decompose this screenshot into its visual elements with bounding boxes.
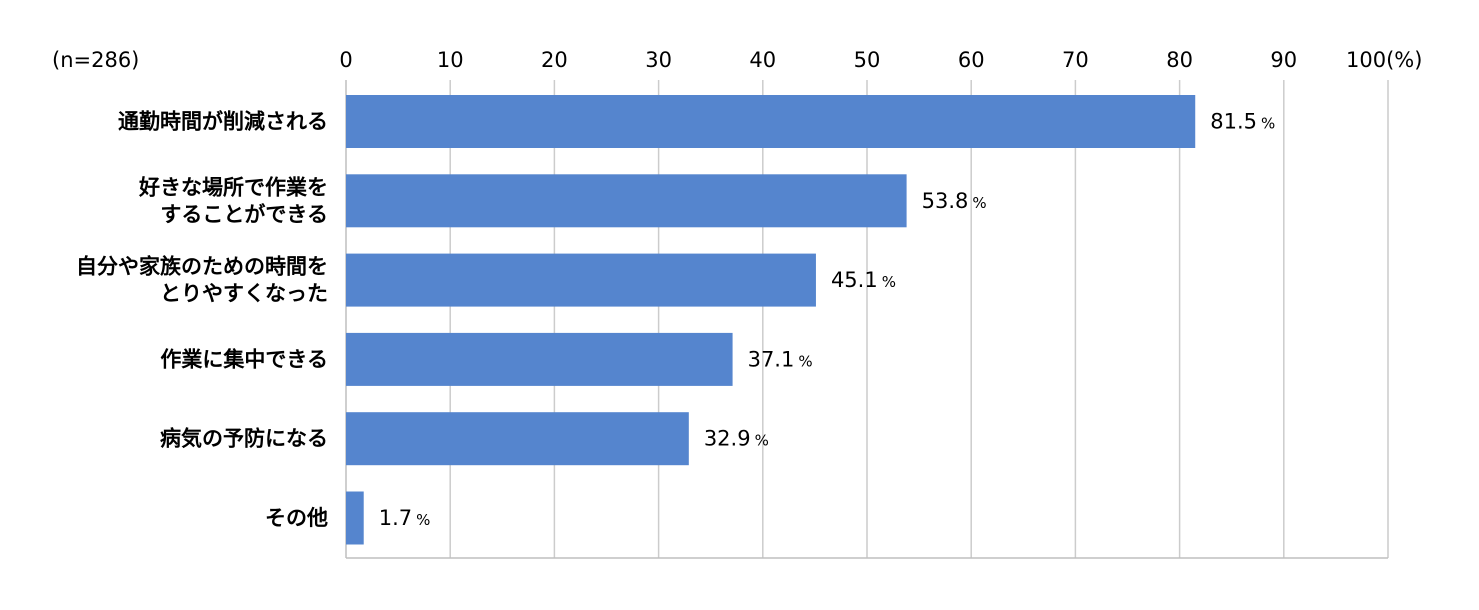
value-unit: %	[755, 432, 769, 450]
x-tick-label: 30	[645, 48, 672, 72]
bar	[346, 412, 689, 466]
value-unit: %	[798, 352, 812, 370]
category-label: 作業に集中できる	[160, 347, 328, 371]
x-tick-label: 0	[339, 48, 352, 72]
x-tick-label: 60	[958, 48, 985, 72]
bars	[346, 95, 1196, 545]
value-unit: %	[1261, 115, 1275, 133]
x-tick-label: 50	[854, 48, 881, 72]
x-axis-ticks: 0 10 20 30 40 50 60 70 80 90 100(%)	[339, 48, 1422, 72]
category-label: とりやすくなった	[160, 282, 328, 306]
x-tick-label: 80	[1166, 48, 1193, 72]
value-label: 81.5%	[1210, 110, 1275, 134]
x-tick-label: 10	[437, 48, 464, 72]
bar	[346, 332, 733, 386]
value-number: 32.9	[704, 427, 751, 451]
value-label: 37.1%	[748, 347, 813, 371]
bar	[346, 491, 364, 545]
grid-lines	[345, 80, 1389, 559]
category-label: することができる	[160, 202, 328, 226]
category-label: 自分や家族のための時間を	[76, 255, 328, 279]
bar	[346, 95, 1196, 148]
x-tick-label: 90	[1270, 48, 1297, 72]
x-tick-label: 70	[1062, 48, 1089, 72]
value-number: 37.1	[748, 347, 795, 371]
category-label: 通勤時間が削減される	[118, 110, 328, 134]
value-label: 1.7%	[379, 506, 431, 530]
value-unit: %	[882, 273, 896, 291]
value-number: 1.7	[379, 506, 412, 530]
value-unit: %	[972, 194, 986, 212]
bar	[346, 253, 816, 307]
value-number: 81.5	[1210, 110, 1257, 134]
bar	[346, 174, 907, 228]
x-tick-label: 40	[749, 48, 776, 72]
x-tick-label: 20	[541, 48, 568, 72]
category-label: 病気の予防になる	[160, 427, 328, 451]
value-number: 53.8	[922, 189, 969, 213]
value-number: 45.1	[831, 268, 878, 292]
category-labels: 通勤時間が削減される好きな場所で作業をすることができる自分や家族のための時間をと…	[76, 110, 328, 531]
category-label: その他	[265, 506, 328, 530]
category-label: 好きな場所で作業を	[138, 175, 328, 199]
value-unit: %	[416, 511, 430, 529]
sample-size-label: (n=286)	[52, 48, 139, 72]
x-tick-label: 100(%)	[1346, 48, 1422, 72]
value-labels: 81.5 %53.8 %45.1 %37.1 %32.9 %1.7%	[379, 110, 1276, 531]
value-label: 45.1%	[831, 268, 896, 292]
value-label: 32.9%	[704, 427, 769, 451]
value-label: 53.8%	[922, 189, 987, 213]
